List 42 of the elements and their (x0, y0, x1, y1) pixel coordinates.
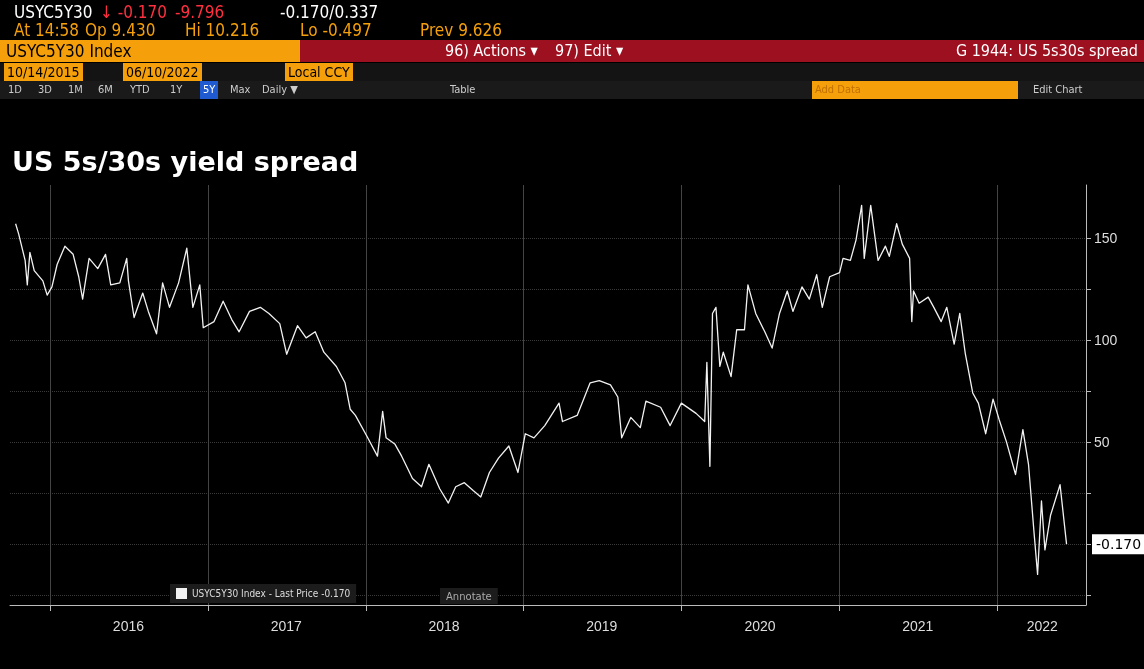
text: Hi 10.216 (185, 20, 260, 40)
x-tick-label: 2022 (1026, 618, 1059, 634)
x-tick-label: 2019 (586, 618, 618, 634)
line-series (14, 204, 1068, 576)
text: 1D (8, 82, 22, 98)
text: Op 9.430 (85, 20, 156, 40)
text: 6M (98, 82, 113, 98)
text: 06/10/2022 (123, 63, 202, 81)
text: At 14:58 (14, 20, 80, 40)
text: Table (450, 82, 476, 98)
text: ↓ -0.170 (100, 2, 167, 22)
text: Max (230, 82, 251, 98)
x-tick-label: 2016 (112, 618, 145, 634)
x-tick-label: 2020 (744, 618, 776, 634)
chart-title: US 5s/30s yield spread (12, 146, 359, 177)
y-tick-label: 150 (1094, 230, 1118, 247)
text: -0.170/0.337 (280, 2, 379, 22)
text: 1Y (170, 82, 183, 98)
text: Prev 9.626 (420, 20, 502, 40)
text: USYC5Y30 Index (6, 40, 132, 62)
x-tick-label: 2017 (270, 618, 303, 634)
text: 97) Edit ▾ (555, 40, 624, 62)
y-tick-label: 100 (1094, 331, 1118, 348)
legend-label: USYC5Y30 Index - Last Price -0.170 (192, 588, 351, 599)
text: 96) Actions ▾ (445, 40, 538, 62)
text: YTD (130, 82, 150, 98)
text: G 1944: US 5s30s spread (955, 40, 1138, 62)
annotation: Annotate (446, 590, 492, 602)
text: -9.796 (175, 2, 225, 22)
y-tick-label: 50 (1094, 433, 1110, 450)
text: Local CCY (285, 63, 353, 81)
text: Edit Chart (1033, 82, 1083, 98)
text: Daily ▼ (262, 82, 298, 98)
text: 3D (38, 82, 52, 98)
text: Lo -0.497 (300, 20, 372, 40)
text: 10/14/2015 (4, 63, 83, 81)
text: 5Y (200, 81, 219, 99)
annotation: -0.170 (1096, 536, 1142, 553)
x-tick-label: 2021 (902, 618, 934, 634)
text: USYC5Y30 (14, 2, 93, 22)
text: 1M (68, 82, 83, 98)
x-tick-label: 2018 (428, 618, 460, 634)
